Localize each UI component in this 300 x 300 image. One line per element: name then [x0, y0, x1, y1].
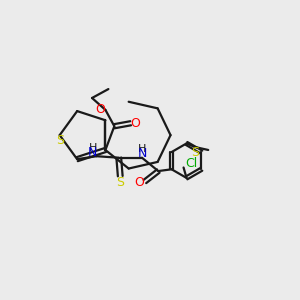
Text: Cl: Cl	[185, 157, 197, 169]
Text: H: H	[89, 143, 97, 153]
Text: S: S	[191, 146, 199, 159]
Text: N: N	[137, 147, 147, 160]
Text: O: O	[95, 103, 105, 116]
Text: O: O	[130, 117, 140, 130]
Text: N: N	[88, 146, 98, 159]
Text: O: O	[135, 176, 145, 190]
Text: S: S	[56, 134, 64, 147]
Text: S: S	[116, 176, 124, 189]
Text: H: H	[138, 144, 146, 154]
